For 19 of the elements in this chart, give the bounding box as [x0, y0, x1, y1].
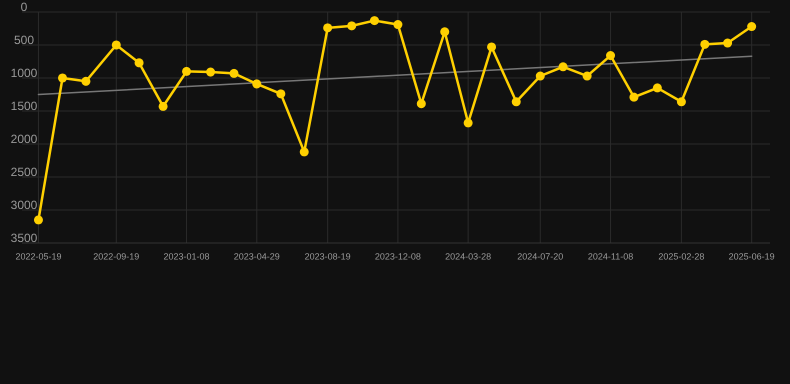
x-tick-label: 2024-03-28	[445, 251, 492, 262]
y-tick-label: 1500	[10, 98, 38, 113]
y-tick-label: 500	[14, 32, 34, 47]
y-tick-label: 3500	[10, 230, 38, 245]
y-tick-label: 1000	[10, 66, 38, 80]
x-tick-label: 2023-08-19	[304, 251, 351, 262]
x-tick-label: 2023-04-29	[234, 251, 280, 262]
x-tick-label: 2023-01-08	[164, 251, 210, 262]
y-tick-label: 3000	[10, 198, 38, 212]
y-tick-label: 2500	[10, 164, 38, 179]
x-tick-label: 2022-05-19	[15, 251, 62, 262]
x-tick-label: 2024-11-08	[588, 251, 634, 262]
x-tick-label: 2025-06-19	[728, 251, 775, 262]
x-tick-label: 2024-07-20	[517, 251, 564, 262]
x-tick-label: 2023-12-08	[374, 251, 421, 262]
x-tick-label: 2022-09-19	[93, 251, 140, 262]
y-tick-label: 2000	[10, 132, 38, 146]
x-tick-label: 2025-02-28	[658, 251, 704, 262]
y-tick-label: 0	[20, 0, 28, 14]
